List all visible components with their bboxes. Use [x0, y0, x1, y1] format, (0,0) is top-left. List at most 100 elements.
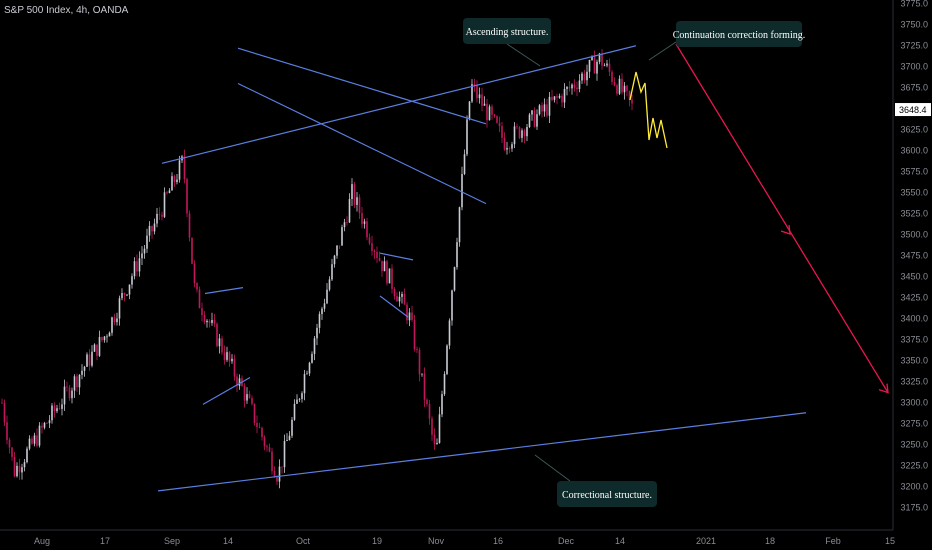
candle-body: [146, 235, 148, 249]
candle-body: [236, 376, 238, 386]
candle-body: [123, 293, 126, 295]
candle-body: [201, 308, 203, 316]
annotation-notes: Ascending structure. Continuation correct…: [463, 18, 805, 507]
flag-line: [202, 376, 251, 405]
candle-body: [541, 105, 543, 112]
candle-body: [346, 222, 348, 224]
candle-body: [63, 386, 66, 405]
candle-body: [341, 227, 343, 246]
candle-body: [526, 127, 528, 137]
current-price-label: 3648.4: [899, 105, 927, 115]
candle-body: [588, 59, 591, 72]
price-tick-label: 3275.0: [900, 419, 928, 429]
candle-body: [423, 373, 426, 400]
candle-body: [491, 106, 493, 115]
candle-body: [163, 192, 166, 217]
candle-body: [621, 78, 623, 93]
candle-body: [223, 352, 226, 360]
price-tick-label: 3475.0: [900, 251, 928, 261]
candle-body: [46, 422, 48, 424]
price-tick-label: 3250.0: [900, 440, 928, 450]
candle-body: [536, 114, 538, 127]
candle-body: [156, 213, 158, 224]
candle-body: [513, 126, 516, 145]
candle-body: [111, 317, 113, 333]
note-text: Continuation correction forming.: [673, 30, 805, 41]
time-tick-label: 19: [372, 536, 382, 546]
candle-body: [81, 370, 83, 375]
candle-body: [83, 366, 86, 371]
current-price-tag: 3648.4: [895, 103, 931, 117]
candle-body: [486, 103, 488, 121]
candle-body: [208, 320, 211, 323]
time-tick-label: Nov: [428, 536, 445, 546]
candle-body: [563, 88, 566, 103]
candle-body: [411, 312, 413, 320]
candle-body: [443, 374, 446, 395]
note-leader: [534, 454, 571, 482]
candle-body: [103, 336, 106, 341]
candle-body: [556, 96, 558, 98]
candle-body: [168, 190, 171, 194]
candle-body: [228, 352, 231, 362]
candle-body: [31, 438, 33, 444]
candle-body: [416, 349, 418, 351]
price-tick-label: 3575.0: [900, 167, 928, 177]
candle-body: [28, 438, 31, 449]
candle-body: [468, 101, 471, 120]
candle-body: [1, 402, 3, 404]
candle-body: [188, 213, 191, 238]
candle-body: [553, 96, 556, 100]
candles-layer: [1, 48, 633, 489]
candle-body: [381, 260, 383, 272]
candle-body: [378, 258, 381, 261]
candle-body: [333, 255, 336, 265]
candle-body: [221, 338, 223, 353]
candle-body: [396, 295, 398, 302]
time-tick-label: Feb: [825, 536, 841, 546]
candle-body: [246, 394, 248, 401]
price-tick-label: 3375.0: [900, 335, 928, 345]
note-box: [676, 21, 802, 47]
candle-body: [276, 477, 278, 482]
candle-body: [608, 63, 611, 72]
candle-body: [273, 471, 276, 478]
candle-body: [546, 104, 548, 116]
candle-body: [586, 71, 588, 81]
candle-body: [576, 87, 578, 90]
candle-body: [303, 374, 306, 394]
candle-body: [61, 404, 63, 409]
candle-body: [106, 336, 108, 338]
candle-body: [178, 160, 181, 180]
candle-body: [363, 221, 366, 224]
candle-body: [466, 119, 468, 155]
candle-body: [503, 137, 506, 150]
time-axis[interactable]: Aug 17 Sep 14 Oct 19 Nov 16 Dec 14 2021 18 Feb 15: [34, 536, 895, 546]
candle-body: [361, 213, 363, 224]
candle-body: [498, 122, 501, 127]
candle-body: [138, 258, 141, 272]
candle-body: [538, 105, 541, 115]
candle-body: [316, 327, 318, 339]
candle-body: [408, 312, 411, 321]
candle-body: [143, 248, 146, 254]
flag-line: [379, 252, 414, 261]
candle-body: [308, 362, 311, 374]
price-tick-label: 3400.0: [900, 314, 928, 324]
time-tick-label: 2021: [696, 536, 716, 546]
price-tick-label: 3550.0: [900, 188, 928, 198]
candle-body: [298, 398, 301, 400]
candle-body: [366, 221, 368, 238]
candle-body: [98, 337, 101, 356]
candle-body: [286, 440, 288, 442]
candle-body: [523, 130, 526, 137]
candle-body: [313, 338, 316, 354]
candle-body: [476, 85, 478, 99]
candle-body: [323, 303, 326, 309]
candle-body: [38, 425, 41, 446]
candle-body: [551, 96, 553, 100]
note-text: Correctional structure.: [562, 490, 652, 501]
candle-body: [136, 261, 138, 272]
candle-body: [418, 350, 421, 375]
